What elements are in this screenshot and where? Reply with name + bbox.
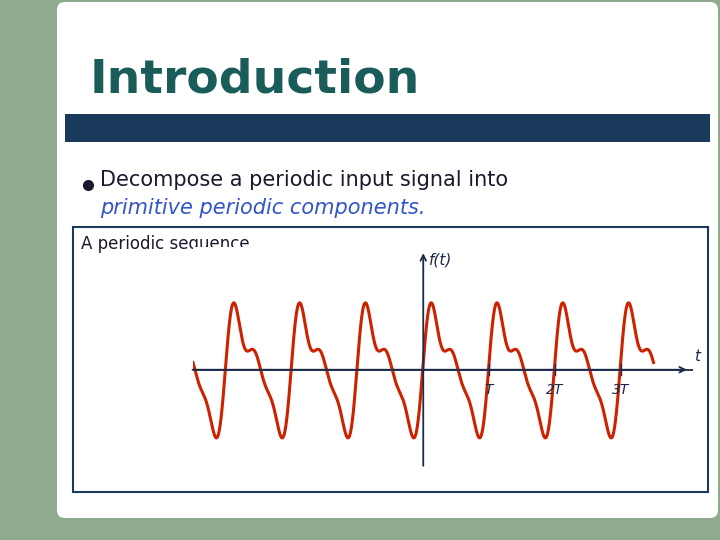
Text: Decompose a periodic input signal into: Decompose a periodic input signal into	[100, 170, 515, 190]
Text: f(t): f(t)	[428, 253, 452, 267]
FancyBboxPatch shape	[65, 114, 710, 142]
Text: t: t	[693, 349, 700, 364]
Text: 2T: 2T	[546, 383, 564, 397]
Text: T: T	[485, 383, 493, 397]
Text: 3T: 3T	[612, 383, 629, 397]
FancyBboxPatch shape	[57, 2, 718, 518]
Text: A periodic sequence: A periodic sequence	[81, 235, 250, 253]
FancyBboxPatch shape	[73, 227, 708, 492]
Text: Introduction: Introduction	[90, 57, 420, 103]
Text: primitive periodic components.: primitive periodic components.	[100, 198, 426, 218]
